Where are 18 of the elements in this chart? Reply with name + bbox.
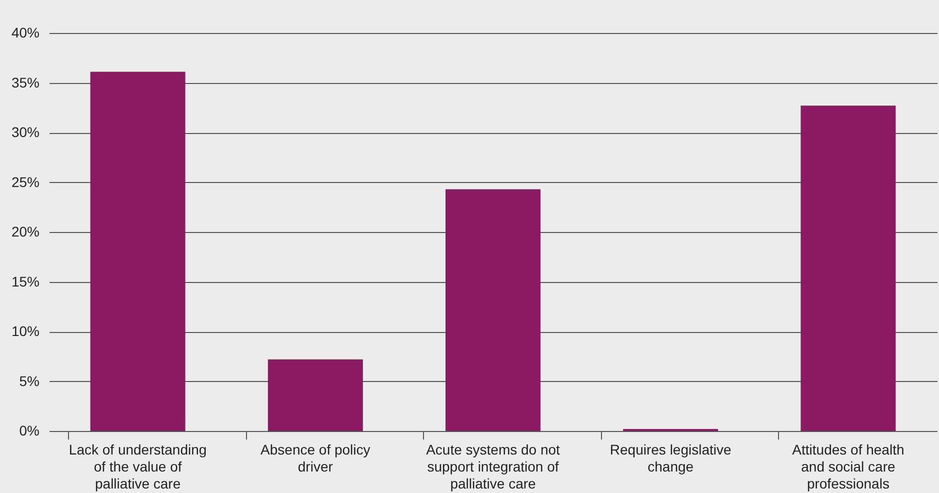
y-tick-label: 15% <box>11 273 40 290</box>
y-tick-label: 10% <box>11 323 40 339</box>
y-tick-label: 0% <box>19 422 40 438</box>
bar <box>90 72 186 431</box>
y-tick-label: 30% <box>11 124 40 140</box>
x-tick-label: Acute systems do not support integration of palliative care <box>426 442 560 492</box>
y-tick-label: 40% <box>11 24 40 40</box>
x-tick-label: Requires legislative change <box>610 442 732 474</box>
bar <box>446 189 540 431</box>
y-tick-label: 35% <box>11 74 40 90</box>
y-tick-label: 20% <box>11 224 40 240</box>
bar <box>268 359 363 431</box>
x-tick-label: Attitudes of health and social care professionals <box>792 442 904 492</box>
x-tick-label: Absence of policy driver <box>260 442 370 474</box>
y-tick-label: 25% <box>11 174 40 190</box>
x-tick-label: Lack of understanding of the value of palliative care <box>68 442 207 492</box>
y-tick-label: 5% <box>19 372 40 389</box>
bar <box>800 106 896 431</box>
